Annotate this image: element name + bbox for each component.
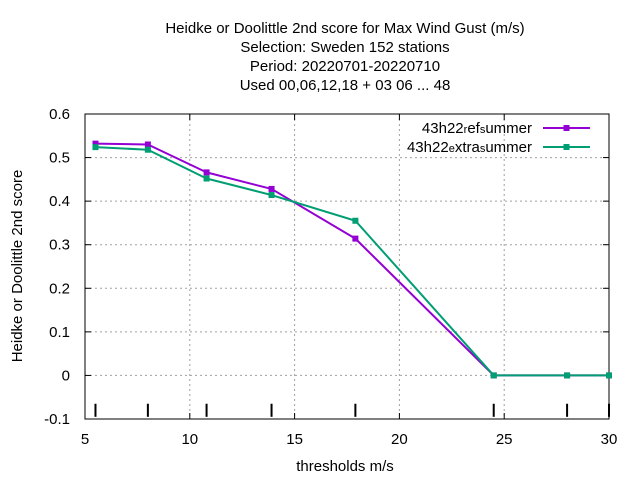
x-tick-label: 5: [81, 431, 89, 448]
y-tick-label: 0.4: [49, 193, 70, 210]
data-point: [144, 141, 151, 148]
x-tick-label: 15: [286, 431, 303, 448]
data-point: [490, 372, 497, 379]
x-axis-ticks: 5 10 15 20 25 30: [81, 114, 618, 448]
y-tick-label: 0: [62, 367, 70, 384]
legend-marker-2: [563, 144, 570, 150]
y-axis-ticks: -0.1 0 0.1 0.2 0.3 0.4 0.5 0.6: [44, 106, 609, 428]
series-group: [92, 140, 612, 379]
data-point: [203, 175, 210, 182]
data-point: [92, 140, 99, 147]
data-point: [92, 144, 99, 151]
legend-marker-1: [563, 125, 570, 131]
series-line-1: [95, 142, 609, 377]
x-axis-label: thresholds m/s: [296, 458, 394, 475]
y-tick-label: 0.5: [49, 150, 70, 167]
data-point: [352, 235, 359, 242]
data-point: [268, 185, 275, 192]
chart-title: Heidke or Doolittle 2nd score for Max Wi…: [165, 20, 524, 94]
series-line-2: [95, 146, 609, 377]
title-line-2: Selection: Sweden 152 stations: [240, 39, 449, 56]
y-tick-label: 0.6: [49, 106, 70, 123]
title-line-4: Used 00,06,12,18 + 03 06 ... 48: [240, 77, 451, 94]
data-point: [564, 372, 571, 379]
data-point: [268, 192, 275, 199]
threshold-markers: [94, 403, 610, 417]
x-tick-label: 10: [181, 431, 198, 448]
grid: [85, 114, 609, 419]
x-tick-label: 30: [601, 431, 618, 448]
y-tick-label: 0.3: [49, 237, 70, 254]
x-tick-label: 25: [496, 431, 513, 448]
y-axis-label: Heidke or Doolittle 2nd score: [9, 170, 26, 363]
title-line-1: Heidke or Doolittle 2nd score for Max Wi…: [165, 20, 524, 37]
y-tick-label: 0.1: [49, 324, 70, 341]
legend: 43h22refsummer 43h22extrasummer: [407, 120, 590, 156]
data-point: [352, 217, 359, 224]
x-tick-label: 20: [391, 431, 408, 448]
plot-frame: [84, 113, 610, 420]
y-tick-label: -0.1: [44, 411, 70, 428]
data-point: [144, 146, 151, 153]
legend-label-1: 43h22refsummer: [422, 120, 532, 137]
legend-label-2: 43h22extrasummer: [407, 139, 532, 156]
data-point: [203, 169, 210, 176]
title-line-3: Period: 20220701-20220710: [250, 58, 440, 75]
y-tick-label: 0.2: [49, 280, 70, 297]
data-point: [606, 372, 612, 379]
